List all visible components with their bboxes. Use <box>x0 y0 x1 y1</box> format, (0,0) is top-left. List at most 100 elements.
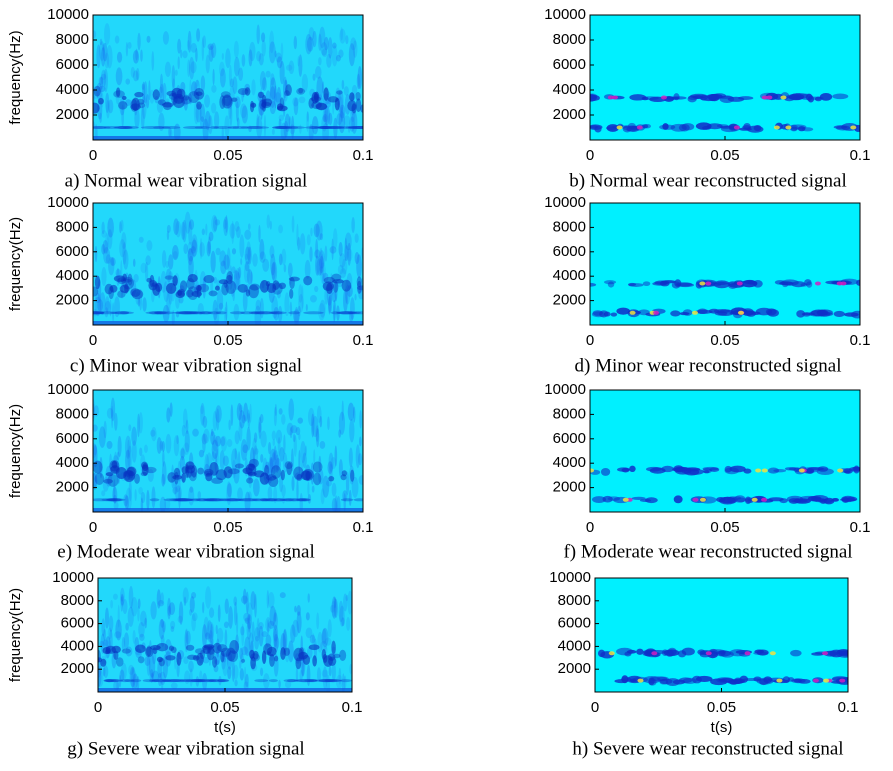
texture <box>198 311 212 315</box>
texture <box>162 450 165 467</box>
texture <box>116 51 123 63</box>
texture <box>273 486 278 504</box>
texture <box>139 447 143 457</box>
y-tick-label: 10000 <box>47 6 89 23</box>
texture <box>238 410 245 429</box>
texture <box>105 679 123 683</box>
texture <box>674 279 682 288</box>
texture <box>790 649 802 657</box>
texture <box>218 498 239 502</box>
texture <box>259 70 266 91</box>
texture <box>118 126 127 129</box>
texture <box>99 41 105 61</box>
texture <box>187 248 194 262</box>
texture <box>226 439 233 448</box>
texture <box>331 45 338 67</box>
texture <box>156 99 164 114</box>
texture <box>119 679 131 683</box>
texture <box>104 307 109 318</box>
texture <box>706 93 723 100</box>
texture <box>257 91 265 99</box>
texture <box>298 449 301 474</box>
texture <box>260 667 264 677</box>
texture <box>660 95 667 100</box>
texture <box>114 311 129 315</box>
texture <box>259 238 265 260</box>
image-background <box>590 390 860 512</box>
texture <box>311 101 322 110</box>
texture <box>93 445 98 468</box>
texture <box>168 126 172 138</box>
texture <box>338 667 342 685</box>
y-tick-label: 8000 <box>56 218 89 235</box>
texture <box>107 229 113 250</box>
texture <box>301 73 309 93</box>
texture <box>119 239 126 258</box>
texture <box>335 675 343 689</box>
texture <box>710 283 722 287</box>
texture <box>605 126 617 130</box>
texture <box>315 255 320 276</box>
texture <box>125 622 129 631</box>
texture <box>218 675 222 686</box>
texture <box>346 248 353 262</box>
texture <box>269 456 274 473</box>
texture <box>204 453 210 475</box>
texture <box>210 102 217 114</box>
texture <box>324 679 343 683</box>
texture <box>243 263 251 283</box>
texture <box>196 101 202 110</box>
texture <box>120 593 124 602</box>
texture <box>346 617 351 631</box>
texture <box>316 258 323 276</box>
texture <box>174 498 195 502</box>
y-tick-label: 8000 <box>56 31 89 48</box>
texture <box>146 654 151 676</box>
texture <box>334 495 338 512</box>
texture <box>279 447 285 462</box>
texture <box>856 279 860 286</box>
texture <box>121 104 125 128</box>
texture <box>110 397 116 422</box>
texture <box>146 489 150 511</box>
texture <box>351 216 355 233</box>
y-tick-label: 10000 <box>544 6 586 23</box>
texture <box>108 615 114 632</box>
texture <box>238 498 262 502</box>
texture <box>724 465 732 473</box>
texture <box>273 653 279 677</box>
texture <box>177 56 180 70</box>
texture <box>190 42 197 53</box>
texture <box>284 79 287 88</box>
texture <box>146 645 152 657</box>
texture <box>220 436 226 447</box>
texture <box>188 93 193 105</box>
texture <box>121 637 126 652</box>
texture <box>258 416 262 440</box>
texture <box>234 447 237 460</box>
x-tick-label: 0.1 <box>850 147 871 164</box>
texture <box>181 472 186 483</box>
texture <box>229 311 245 315</box>
texture <box>157 99 166 106</box>
texture <box>283 434 286 455</box>
texture <box>226 247 231 272</box>
texture <box>350 469 355 482</box>
x-tick-label: 0.1 <box>838 699 859 716</box>
texture <box>195 285 202 292</box>
texture <box>142 297 147 312</box>
texture <box>326 282 333 295</box>
texture <box>157 672 163 687</box>
texture <box>137 298 141 307</box>
texture <box>185 419 189 435</box>
x-tick-label: 0.05 <box>707 699 736 716</box>
texture <box>308 27 315 41</box>
texture <box>318 126 332 129</box>
texture <box>253 470 265 478</box>
texture <box>161 126 181 129</box>
texture <box>238 404 243 413</box>
texture <box>289 288 294 299</box>
texture <box>113 501 119 510</box>
texture <box>246 241 251 261</box>
